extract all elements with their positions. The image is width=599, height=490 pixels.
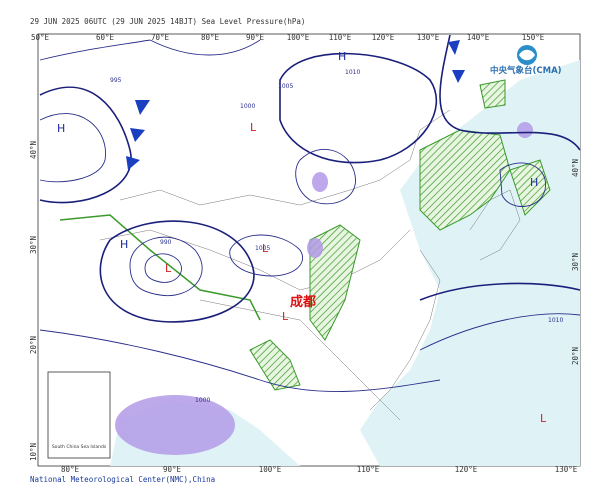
cold-front: [126, 40, 465, 170]
pressure-center: L: [540, 412, 547, 425]
isobar-label: 1010: [345, 69, 360, 76]
longitude-label: 120°E: [372, 33, 395, 42]
map-title: 29 JUN 2025 06UTC (29 JUN 2025 14BJT) Se…: [30, 17, 305, 26]
longitude-label: 130°E: [555, 465, 578, 474]
isobar-label: 1010: [548, 317, 563, 324]
isobar-label: 1000: [195, 397, 210, 404]
longitude-label: 60°E: [96, 33, 115, 42]
latitude-label: 40°N: [571, 159, 580, 177]
latitude-label: 10°N: [29, 443, 38, 461]
pressure-center: L: [165, 262, 172, 275]
longitude-label: 80°E: [201, 33, 220, 42]
logo-text: 中央气象台(CMA): [490, 65, 562, 76]
longitude-label: 100°E: [259, 465, 282, 474]
isobar-label: 1005: [278, 83, 293, 90]
pressure-center: L: [250, 121, 257, 134]
latitude-label: 30°N: [571, 253, 580, 271]
isobar-label: 1005: [255, 245, 270, 252]
longitude-label: 110°E: [329, 33, 352, 42]
isobar-label: 990: [160, 239, 172, 246]
footer-text: National Meteorological Center(NMC),Chin…: [30, 475, 215, 484]
pressure-center: L: [282, 310, 289, 323]
longitude-label: 90°E: [246, 33, 265, 42]
isobar-label: 995: [110, 77, 122, 84]
longitude-label: 150°E: [522, 33, 545, 42]
inset-frame: [47, 371, 111, 459]
longitude-label: 110°E: [357, 465, 380, 474]
isobar-label: 1000: [240, 103, 255, 110]
latitude-label: 30°N: [29, 236, 38, 254]
latitude-label: 40°N: [29, 141, 38, 159]
convective-areas: [60, 122, 533, 455]
borders: [99, 109, 521, 421]
longitude-label: 90°E: [163, 465, 182, 474]
latitude-label: 20°N: [571, 347, 580, 365]
pressure-center: H: [338, 50, 346, 63]
longitude-label: 100°E: [287, 33, 310, 42]
longitude-label: 130°E: [417, 33, 440, 42]
longitude-label: 70°E: [151, 33, 170, 42]
pressure-center: H: [120, 238, 128, 251]
longitude-label: 120°E: [455, 465, 478, 474]
pressure-center: H: [530, 176, 538, 189]
city-label: 成都: [290, 294, 316, 310]
longitude-label: 140°E: [467, 33, 490, 42]
longitude-label: 50°E: [31, 33, 50, 42]
precip-areas: [59, 79, 551, 391]
pressure-center: L: [262, 242, 269, 255]
isobars: [39, 34, 581, 392]
logo: [517, 45, 537, 65]
inset-label: South China Sea Islands: [52, 444, 107, 450]
longitude-label: 80°E: [61, 465, 80, 474]
pressure-center: H: [57, 122, 65, 135]
latitude-label: 20°N: [29, 336, 38, 354]
